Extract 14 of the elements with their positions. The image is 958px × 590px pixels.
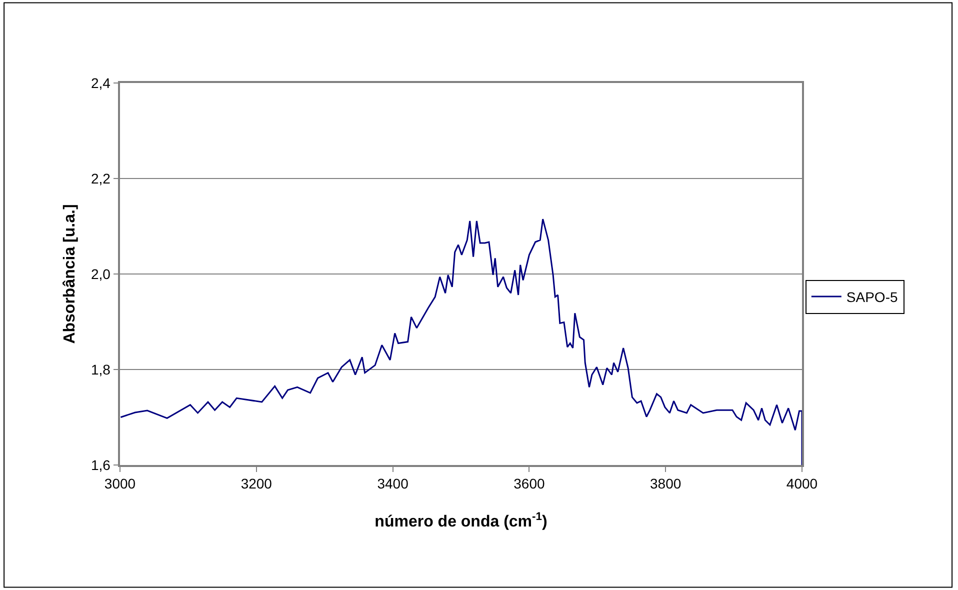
- x-tick-label: 3000: [104, 476, 136, 492]
- x-tick-label: 3200: [240, 476, 272, 492]
- y-tick-label: 2,0: [90, 266, 111, 282]
- x-tick-label: 3600: [514, 476, 545, 492]
- legend-label: SAPO-5: [846, 288, 898, 305]
- y-tick-label: 2,4: [90, 74, 111, 91]
- y-tick-label: 1,8: [90, 361, 111, 378]
- y-tick-label: 1,6: [90, 456, 111, 473]
- x-tick-label: 4000: [786, 476, 818, 492]
- y-axis-title: Absorbância [u.a.]: [61, 204, 78, 344]
- x-tick-label: 3800: [650, 476, 682, 492]
- x-tick-label: 3400: [377, 476, 409, 492]
- y-tick-label: 2,2: [90, 170, 111, 186]
- x-axis-title: número de onda (cm$^{-1}$): [374, 511, 548, 531]
